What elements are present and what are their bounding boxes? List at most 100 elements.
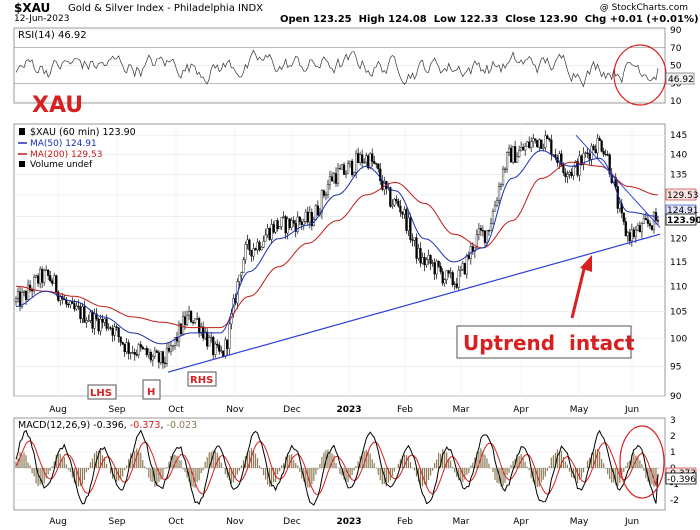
price-candle (290, 220, 293, 228)
price-candle (379, 168, 382, 181)
macd-axis: -2-10123 (670, 416, 679, 506)
price-candle (218, 344, 221, 352)
volume-legend-swatch (19, 161, 25, 167)
price-candle (534, 138, 537, 141)
price-candle (524, 146, 527, 151)
price-candle (159, 351, 163, 363)
price-candle (580, 155, 583, 165)
macd-label-hist: -0.023 (167, 420, 198, 431)
price-bars (14, 130, 660, 369)
price-candle (636, 225, 639, 231)
price-candle (600, 140, 603, 152)
price-candle (459, 269, 462, 271)
price-candle (540, 139, 543, 149)
xau-big-label: XAU (32, 93, 83, 118)
close-value-text: 123.90 (667, 216, 700, 226)
price-candle (413, 237, 416, 241)
price-candle (425, 259, 428, 266)
price-tick-label: 115 (670, 258, 687, 268)
price-candle (145, 348, 148, 356)
chart-date: 12-Jun-2023 (14, 14, 70, 24)
price-candle (546, 135, 549, 139)
price-candle (28, 284, 32, 291)
ma200-value-box (665, 188, 697, 201)
macd-tick-label: -1 (670, 480, 679, 490)
price-candle (181, 316, 185, 335)
price-candle (226, 339, 229, 349)
price-candle (16, 291, 20, 299)
price-candle (119, 336, 122, 343)
price-candle (240, 272, 243, 276)
price-candle (95, 313, 98, 320)
macd-histogram (15, 448, 659, 488)
price-candle (646, 219, 650, 224)
price-candle (435, 260, 438, 275)
volume-legend: Volume undef (30, 160, 93, 170)
price-candle (568, 172, 571, 175)
price-candle (375, 163, 378, 165)
price-candle (167, 347, 171, 352)
price-candle (139, 344, 142, 348)
price-candle (143, 348, 146, 350)
price-candle (73, 303, 76, 310)
lhs-label-box (87, 384, 117, 400)
price-candle (332, 173, 336, 182)
price-candle (467, 255, 470, 259)
price-candle (187, 310, 191, 316)
index-description: Gold & Silver Index - Philadelphia INDX (68, 3, 263, 14)
x-tick-label: Sep (109, 405, 126, 415)
x-tick-label: Feb (397, 517, 413, 527)
price-candle (395, 199, 398, 202)
price-candle (270, 224, 273, 240)
price-candle (214, 343, 217, 355)
price-candle (574, 161, 577, 167)
price-candle (411, 239, 414, 241)
price-candle (224, 339, 227, 357)
price-candle (548, 138, 551, 141)
price-candle (455, 283, 458, 288)
price-candle (328, 176, 332, 185)
price-candle (421, 257, 424, 264)
price-candle (262, 240, 265, 248)
price-candle (592, 145, 595, 150)
price-candle (439, 266, 442, 272)
x-tick-label: 2023 (336, 405, 361, 415)
macd-label-signal: -0.373 (130, 420, 161, 431)
price-candle (503, 168, 507, 171)
price-candle (31, 289, 34, 292)
price-candle (47, 269, 50, 276)
downtrend-line (575, 134, 661, 228)
uptrend-annotation-box (456, 325, 632, 359)
price-candle (516, 156, 519, 163)
price-candle (308, 212, 311, 223)
price-candle (630, 229, 633, 242)
price-candle (147, 351, 150, 356)
price-candle (39, 268, 42, 284)
x-axis-top: Aug Sep Oct Nov Dec 2023 Feb Mar Apr May Jun (49, 405, 639, 415)
price-candle (397, 200, 400, 207)
price-candle (640, 223, 643, 233)
price-candle (441, 271, 444, 284)
price-candle (107, 327, 110, 329)
price-candle (157, 352, 160, 363)
x-tick-label: Mar (453, 517, 470, 527)
rsi-line (15, 49, 659, 88)
price-candle (163, 362, 167, 364)
price-candle (254, 248, 257, 251)
price-tick-label: 140 (670, 150, 687, 160)
price-candle (252, 248, 255, 257)
price-candle (336, 168, 340, 184)
price-candle (135, 354, 138, 356)
price-candle (401, 211, 404, 215)
price-candle (276, 220, 279, 230)
price-candle (155, 350, 158, 353)
x-tick-label: Feb (397, 405, 413, 415)
price-candle (175, 337, 179, 342)
price-candle (282, 216, 285, 218)
rsi-label: RSI(14) 46.92 (18, 30, 87, 41)
price-candle (35, 275, 38, 278)
price-candle (51, 280, 54, 284)
price-candle (220, 350, 223, 352)
price-candle (296, 216, 299, 232)
price-candle (361, 154, 364, 163)
